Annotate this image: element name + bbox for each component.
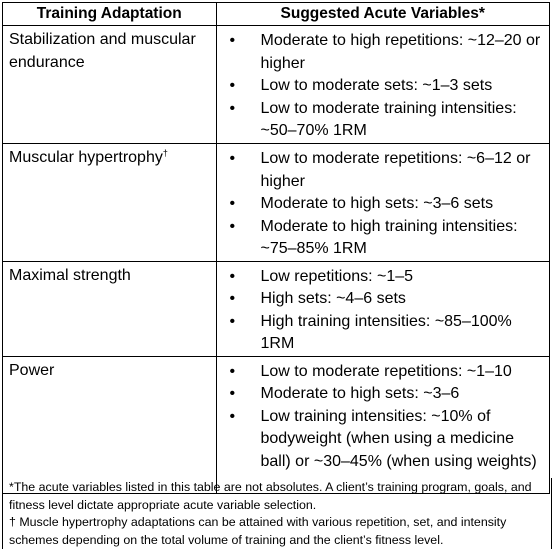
list-item-text: Low training intensities: ~10% of bodywe…	[260, 407, 537, 470]
variables-cell: • Low repetitions: ~1–5 • High sets: ~4–6 …	[215, 260, 549, 357]
list-item-text: Low to moderate repetitions: ~1–10	[260, 362, 512, 380]
bullet-icon: •	[229, 32, 236, 49]
bullet-icon: •	[229, 267, 236, 285]
list-item: • Low to moderate sets: ~1–3 sets	[217, 75, 546, 98]
footnote-acute-variables: *The acute variables listed in this tabl…	[9, 480, 532, 512]
list-item: • High sets: ~4–6 sets	[217, 288, 546, 311]
list-item-text: High training intensities: ~85–100% 1RM	[260, 312, 512, 353]
list-item-text: Low to moderate repetitions: ~6–12 or hi…	[260, 150, 531, 190]
bullet-icon: •	[229, 150, 236, 167]
variables-list: • Low repetitions: ~1–5 • High sets: ~4–6 …	[217, 266, 546, 356]
variables-list: • Moderate to high repetitions: ~12–20 or…	[217, 30, 546, 143]
list-item: • Moderate to high repetitions: ~12–20 or…	[217, 30, 546, 75]
variables-list: • Low to moderate repetitions: ~6–12 or h…	[217, 148, 546, 261]
bullet-icon: •	[229, 362, 236, 380]
variables-cell: • Moderate to high repetitions: ~12–20 or…	[215, 25, 549, 144]
bullet-icon: •	[229, 312, 236, 330]
list-item-text: Low to moderate sets: ~1–3 sets	[260, 77, 493, 94]
list-item: • Low training intensities: ~10% of bodyw…	[217, 406, 546, 474]
list-item-text: Low repetitions: ~1–5	[260, 267, 414, 285]
acute-variables-table: Training Adaptation Suggested Acute Vari…	[2, 2, 550, 494]
list-item: • Low to moderate repetitions: ~1–10	[217, 361, 546, 384]
table: Training Adaptation Suggested Acute Vari…	[3, 3, 549, 494]
list-item-text: High sets: ~4–6 sets	[260, 290, 406, 307]
list-item-text: Moderate to high repetitions: ~12–20 or …	[260, 32, 541, 72]
table-row: Maximal strength • Low repetitions: ~1–5 …	[3, 260, 549, 357]
bullet-icon: •	[229, 217, 236, 235]
bullet-icon: •	[229, 195, 236, 212]
adaptation-cell: Power	[3, 355, 217, 494]
table-row: Stabilization and muscular endurance • Mo…	[3, 25, 549, 144]
list-item-text: Moderate to high sets: ~3–6	[260, 385, 460, 402]
adaptation-label: Maximal strength	[9, 266, 131, 284]
adaptation-label: Stabilization and muscular endurance	[9, 31, 196, 71]
dagger-footnote-mark: †	[162, 148, 168, 158]
list-item: • Moderate to high training intensities: …	[217, 216, 546, 261]
footnote-hypertrophy: † Muscle hypertrophy adaptations can be …	[9, 515, 507, 547]
list-item-text: Low to moderate training intensities: ~5…	[260, 99, 517, 140]
header-row: Training Adaptation Suggested Acute Vari…	[3, 3, 549, 26]
adaptation-cell: Stabilization and muscular endurance	[3, 25, 217, 144]
table-footnotes: *The acute variables listed in this tabl…	[2, 478, 552, 549]
table-row: Muscular hypertrophy† • Low to moderate r…	[3, 143, 549, 262]
list-item: • Low to moderate repetitions: ~6–12 or h…	[217, 148, 546, 193]
variables-cell: • Low to moderate repetitions: ~6–12 or h…	[215, 143, 549, 262]
list-item-text: Moderate to high sets: ~3–6 sets	[260, 195, 494, 212]
adaptation-label: Muscular hypertrophy	[9, 149, 163, 166]
bullet-icon: •	[229, 407, 236, 425]
adaptation-cell: Muscular hypertrophy†	[3, 143, 217, 262]
list-item-text: Moderate to high training intensities: ~…	[260, 217, 518, 258]
list-item: • Moderate to high sets: ~3–6 sets	[217, 193, 546, 216]
header-suggested-acute-variables: Suggested Acute Variables*	[215, 3, 549, 26]
list-item: • Low to moderate training intensities: ~…	[217, 98, 546, 143]
table-row: Power • Low to moderate repetitions: ~1–1…	[3, 355, 549, 494]
bullet-icon: •	[229, 385, 236, 402]
header-training-adaptation: Training Adaptation	[3, 3, 217, 26]
bullet-icon: •	[229, 290, 236, 307]
adaptation-cell: Maximal strength	[3, 260, 217, 357]
bullet-icon: •	[229, 77, 236, 94]
adaptation-label: Power	[9, 361, 55, 379]
list-item: • Low repetitions: ~1–5	[217, 266, 546, 289]
variables-list: • Low to moderate repetitions: ~1–10 • Mod…	[217, 361, 546, 474]
list-item: • Moderate to high sets: ~3–6	[217, 383, 546, 406]
bullet-icon: •	[229, 99, 236, 117]
list-item: • High training intensities: ~85–100% 1RM	[217, 311, 546, 356]
variables-cell: • Low to moderate repetitions: ~1–10 • Mod…	[215, 355, 549, 494]
